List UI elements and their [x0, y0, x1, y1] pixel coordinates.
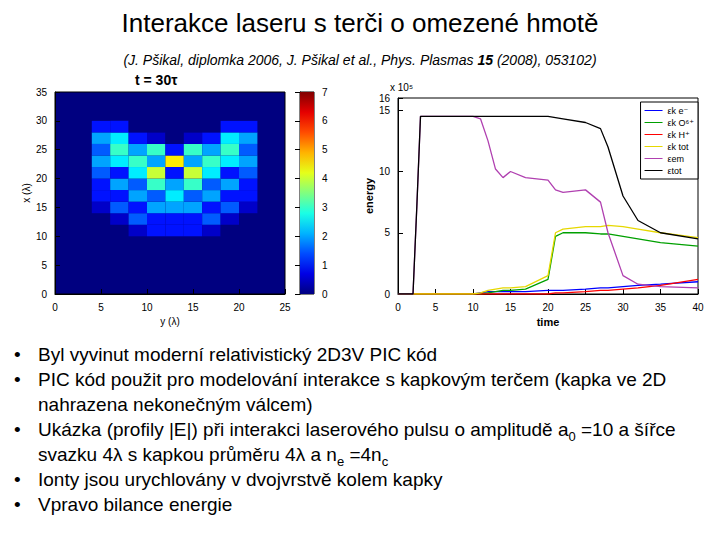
svg-text:εk H⁺: εk H⁺	[668, 130, 691, 140]
html-text:Ukázka (profily |E|) při inter: Ukázka (profily |E|) při interakci laser…	[38, 419, 676, 469]
svg-text:x 10⁵: x 10⁵	[390, 82, 413, 93]
svg-text:15: 15	[36, 202, 48, 213]
svg-text:40: 40	[692, 302, 704, 313]
svg-text:25: 25	[279, 302, 291, 313]
svg-text:0: 0	[41, 289, 47, 300]
svg-text:5: 5	[384, 227, 390, 238]
svg-text:εk tot: εk tot	[668, 142, 690, 152]
svg-text:0: 0	[52, 302, 58, 313]
svg-text:20: 20	[542, 302, 554, 313]
html-text:Interakce laseru s terči o ome: Interakce laseru s terči o omezené hmotě	[121, 8, 599, 38]
svg-text:energy: energy	[363, 177, 375, 214]
svg-text:1: 1	[322, 260, 328, 271]
svg-text:16: 16	[379, 93, 391, 104]
svg-text:t = 30τ: t = 30τ	[135, 72, 178, 88]
svg-text:5: 5	[41, 260, 47, 271]
svg-text:x (λ): x (λ)	[21, 183, 32, 202]
svg-text:10: 10	[467, 302, 479, 313]
svg-text:y (λ): y (λ)	[160, 316, 179, 327]
svg-text:15: 15	[379, 105, 391, 116]
svg-text:6: 6	[322, 115, 328, 126]
svg-text:time: time	[537, 316, 560, 328]
svg-text:30: 30	[36, 115, 48, 126]
svg-text:εk e⁻: εk e⁻	[668, 106, 689, 116]
svg-text:0: 0	[384, 289, 390, 300]
svg-text:10: 10	[379, 166, 391, 177]
svg-text:5: 5	[98, 302, 104, 313]
svg-text:15: 15	[187, 302, 199, 313]
svg-text:25: 25	[36, 144, 48, 155]
svg-text:25: 25	[580, 302, 592, 313]
svg-text:2: 2	[322, 231, 328, 242]
svg-text:3: 3	[322, 202, 328, 213]
html-text:(J. Pšikal, diplomka 2006, J.: (J. Pšikal, diplomka 2006, J. Pšikal et …	[123, 52, 597, 68]
svg-text:10: 10	[36, 231, 48, 242]
svg-text:30: 30	[617, 302, 629, 313]
svg-text:10: 10	[141, 302, 153, 313]
svg-text:εtot: εtot	[668, 166, 683, 176]
svg-text:5: 5	[322, 144, 328, 155]
svg-text:εk O⁶⁺: εk O⁶⁺	[668, 118, 695, 128]
svg-text:4: 4	[322, 173, 328, 184]
svg-text:7: 7	[322, 87, 328, 98]
svg-text:35: 35	[36, 87, 48, 98]
svg-text:20: 20	[233, 302, 245, 313]
html-text:Vpravo bilance energie: Vpravo bilance energie	[38, 494, 233, 515]
svg-text:35: 35	[655, 302, 667, 313]
svg-text:0: 0	[395, 302, 401, 313]
svg-text:5: 5	[433, 302, 439, 313]
svg-text:20: 20	[36, 173, 48, 184]
svg-text:15: 15	[505, 302, 517, 313]
svg-text:0: 0	[322, 289, 328, 300]
svg-text:εem: εem	[668, 154, 685, 164]
html-text:PIC kód použit pro modelování: PIC kód použit pro modelování interakce …	[38, 369, 667, 415]
html-text:Ionty jsou urychlovány v dvojv: Ionty jsou urychlovány v dvojvrstvě kole…	[38, 469, 443, 490]
html-text:Byl vyvinut moderní relativist: Byl vyvinut moderní relativistický 2D3V …	[38, 344, 438, 365]
